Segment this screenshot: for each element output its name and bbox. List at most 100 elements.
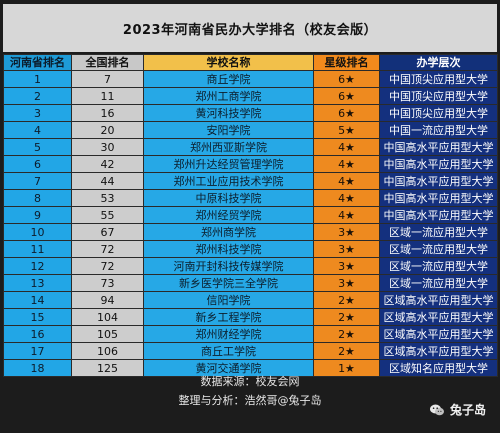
brand-watermark: 兔子岛 <box>429 401 486 418</box>
cell-national-rank: 44 <box>71 172 144 190</box>
cell-school-name: 商丘学院 <box>143 70 314 88</box>
cell-star-rank: 6★ <box>313 70 380 88</box>
cell-province-rank: 13 <box>3 274 72 292</box>
cell-province-rank: 14 <box>3 291 72 309</box>
table-row: 1 7 商丘学院 6★ 中国顶尖应用型大学 <box>3 70 498 88</box>
cell-province-rank: 18 <box>3 359 72 377</box>
cell-school-name: 新乡工程学院 <box>143 308 314 326</box>
cell-star-rank: 2★ <box>313 342 380 360</box>
table-row: 10 67 郑州商学院 3★ 区域一流应用型大学 <box>3 223 498 241</box>
cell-province-rank: 12 <box>3 257 72 275</box>
cell-level: 中国高水平应用型大学 <box>379 189 498 207</box>
cell-level: 区域高水平应用型大学 <box>379 308 498 326</box>
cell-school-name: 郑州商学院 <box>143 223 314 241</box>
data-source: 数据来源：校友会网 <box>200 375 300 388</box>
cell-star-rank: 2★ <box>313 291 380 309</box>
cell-level: 区域一流应用型大学 <box>379 223 498 241</box>
cell-national-rank: 72 <box>71 240 144 258</box>
table-body: 1 7 商丘学院 6★ 中国顶尖应用型大学 2 11 郑州工商学院 6★ 中国顶尖应用型大学 3 16… <box>3 70 498 377</box>
cell-level: 中国高水平应用型大学 <box>379 138 498 156</box>
table-header-row: 河南省排名 全国排名 学校名称 星级排名 办学层次 <box>3 54 498 71</box>
cell-school-name: 新乡医学院三全学院 <box>143 274 314 292</box>
cell-level: 中国高水平应用型大学 <box>379 172 498 190</box>
table-row: 18 125 黄河交通学院 1★ 区域知名应用型大学 <box>3 359 498 377</box>
cell-national-rank: 55 <box>71 206 144 224</box>
page-title: 2023年河南省民办大学排名（校友会版） <box>3 4 497 52</box>
cell-school-name: 郑州工商学院 <box>143 87 314 105</box>
cell-level: 区域知名应用型大学 <box>379 359 498 377</box>
cell-school-name: 郑州科技学院 <box>143 240 314 258</box>
cell-star-rank: 4★ <box>313 189 380 207</box>
cell-level: 中国高水平应用型大学 <box>379 206 498 224</box>
cell-star-rank: 3★ <box>313 274 380 292</box>
cell-star-rank: 5★ <box>313 121 380 139</box>
cell-level: 区域一流应用型大学 <box>379 257 498 275</box>
cell-school-name: 郑州经贸学院 <box>143 206 314 224</box>
cell-star-rank: 6★ <box>313 87 380 105</box>
table-row: 2 11 郑州工商学院 6★ 中国顶尖应用型大学 <box>3 87 498 105</box>
analysis-credit: 整理与分析：浩然哥@兔子岛 <box>178 394 322 407</box>
header-national-rank: 全国排名 <box>71 54 144 71</box>
cell-school-name: 安阳学院 <box>143 121 314 139</box>
table-row: 14 94 信阳学院 2★ 区域高水平应用型大学 <box>3 291 498 309</box>
cell-national-rank: 105 <box>71 325 144 343</box>
table-row: 7 44 郑州工业应用技术学院 4★ 中国高水平应用型大学 <box>3 172 498 190</box>
cell-school-name: 郑州西亚斯学院 <box>143 138 314 156</box>
table-row: 11 72 郑州科技学院 3★ 区域一流应用型大学 <box>3 240 498 258</box>
cell-level: 区域高水平应用型大学 <box>379 291 498 309</box>
cell-national-rank: 67 <box>71 223 144 241</box>
cell-province-rank: 4 <box>3 121 72 139</box>
cell-province-rank: 2 <box>3 87 72 105</box>
cell-province-rank: 9 <box>3 206 72 224</box>
cell-level: 区域一流应用型大学 <box>379 274 498 292</box>
ranking-table: 河南省排名 全国排名 学校名称 星级排名 办学层次 1 7 商丘学院 6★ 中国顶尖应用… <box>3 54 498 377</box>
table-row: 5 30 郑州西亚斯学院 4★ 中国高水平应用型大学 <box>3 138 498 156</box>
table-row: 9 55 郑州经贸学院 4★ 中国高水平应用型大学 <box>3 206 498 224</box>
cell-province-rank: 5 <box>3 138 72 156</box>
cell-school-name: 河南开封科技传媒学院 <box>143 257 314 275</box>
table-row: 12 72 河南开封科技传媒学院 3★ 区域一流应用型大学 <box>3 257 498 275</box>
cell-national-rank: 104 <box>71 308 144 326</box>
cell-school-name: 信阳学院 <box>143 291 314 309</box>
cell-province-rank: 8 <box>3 189 72 207</box>
cell-star-rank: 3★ <box>313 257 380 275</box>
cell-level: 中国顶尖应用型大学 <box>379 104 498 122</box>
cell-province-rank: 17 <box>3 342 72 360</box>
cell-star-rank: 2★ <box>313 325 380 343</box>
cell-level: 中国高水平应用型大学 <box>379 155 498 173</box>
table-row: 3 16 黄河科技学院 6★ 中国顶尖应用型大学 <box>3 104 498 122</box>
table-row: 13 73 新乡医学院三全学院 3★ 区域一流应用型大学 <box>3 274 498 292</box>
brand-name: 兔子岛 <box>449 403 486 417</box>
cell-star-rank: 4★ <box>313 138 380 156</box>
table-row: 8 53 中原科技学院 4★ 中国高水平应用型大学 <box>3 189 498 207</box>
cell-school-name: 商丘工学院 <box>143 342 314 360</box>
table-row: 17 106 商丘工学院 2★ 区域高水平应用型大学 <box>3 342 498 360</box>
table-row: 4 20 安阳学院 5★ 中国一流应用型大学 <box>3 121 498 139</box>
cell-national-rank: 30 <box>71 138 144 156</box>
cell-level: 区域高水平应用型大学 <box>379 325 498 343</box>
cell-national-rank: 42 <box>71 155 144 173</box>
cell-star-rank: 4★ <box>313 155 380 173</box>
cell-star-rank: 3★ <box>313 223 380 241</box>
cell-province-rank: 7 <box>3 172 72 190</box>
table-row: 6 42 郑州升达经贸管理学院 4★ 中国高水平应用型大学 <box>3 155 498 173</box>
header-school-name: 学校名称 <box>143 54 314 71</box>
table-row: 15 104 新乡工程学院 2★ 区域高水平应用型大学 <box>3 308 498 326</box>
cell-province-rank: 10 <box>3 223 72 241</box>
cell-province-rank: 3 <box>3 104 72 122</box>
wechat-icon <box>429 402 445 418</box>
cell-star-rank: 1★ <box>313 359 380 377</box>
cell-star-rank: 2★ <box>313 308 380 326</box>
cell-school-name: 中原科技学院 <box>143 189 314 207</box>
cell-star-rank: 3★ <box>313 240 380 258</box>
cell-school-name: 郑州工业应用技术学院 <box>143 172 314 190</box>
cell-school-name: 郑州升达经贸管理学院 <box>143 155 314 173</box>
cell-level: 区域一流应用型大学 <box>379 240 498 258</box>
table-row: 16 105 郑州财经学院 2★ 区域高水平应用型大学 <box>3 325 498 343</box>
cell-level: 中国顶尖应用型大学 <box>379 87 498 105</box>
cell-level: 中国一流应用型大学 <box>379 121 498 139</box>
cell-level: 中国顶尖应用型大学 <box>379 70 498 88</box>
cell-national-rank: 11 <box>71 87 144 105</box>
cell-star-rank: 6★ <box>313 104 380 122</box>
